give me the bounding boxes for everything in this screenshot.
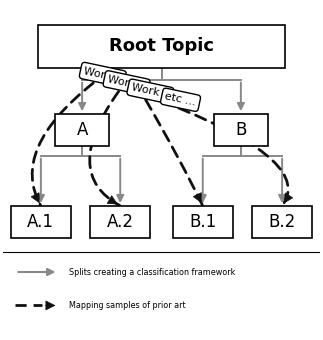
FancyBboxPatch shape <box>214 114 268 146</box>
Text: Mapping samples of prior art: Mapping samples of prior art <box>69 301 186 310</box>
Text: Work 1: Work 1 <box>83 66 123 84</box>
Text: B.2: B.2 <box>268 213 296 231</box>
Text: Work 3: Work 3 <box>130 83 170 100</box>
FancyBboxPatch shape <box>11 206 71 238</box>
FancyBboxPatch shape <box>90 206 151 238</box>
FancyBboxPatch shape <box>252 206 312 238</box>
FancyBboxPatch shape <box>55 114 109 146</box>
Text: Work 2: Work 2 <box>107 74 147 92</box>
Text: Root Topic: Root Topic <box>109 37 214 55</box>
Text: B: B <box>235 121 246 139</box>
FancyBboxPatch shape <box>172 206 233 238</box>
Text: B.1: B.1 <box>189 213 216 231</box>
Text: A: A <box>77 121 88 139</box>
Text: etc ...: etc ... <box>164 91 197 108</box>
Text: A.2: A.2 <box>107 213 134 231</box>
FancyBboxPatch shape <box>38 24 285 68</box>
Text: Splits creating a classification framework: Splits creating a classification framewo… <box>69 268 236 276</box>
Text: A.1: A.1 <box>27 213 54 231</box>
